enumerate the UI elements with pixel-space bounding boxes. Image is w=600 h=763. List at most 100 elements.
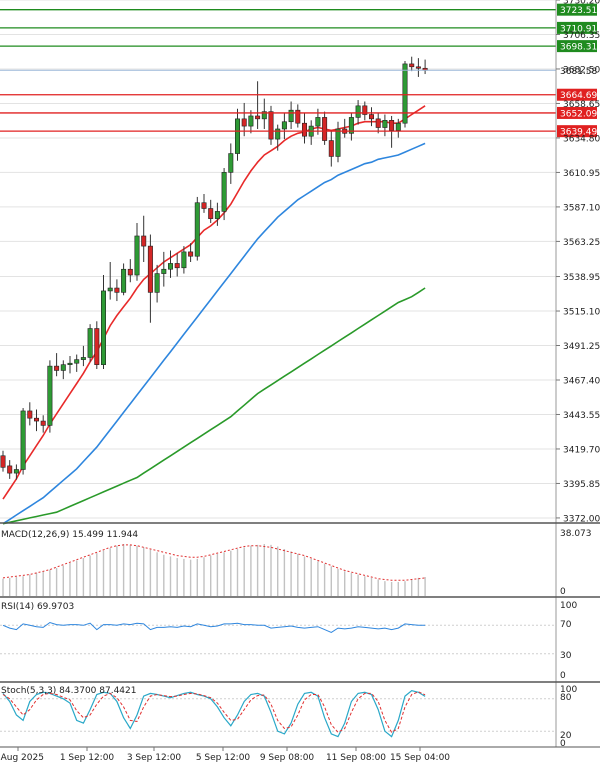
candle-body [107,287,113,292]
main-grid [0,0,556,519]
candle-body [134,235,140,276]
price-tick-label: 3682.50 [563,65,600,75]
candle-body [127,268,133,276]
resistance-tag [557,3,597,16]
candle-body [315,117,321,127]
price-tick-label: 3443.55 [563,411,600,421]
stoch-axis-80: 80 [560,693,572,703]
stoch-axis-0: 0 [560,739,566,749]
candle-body [375,118,381,128]
candle-body [54,365,60,371]
macd-axis-zero: 0 [560,587,566,597]
candle-body [409,63,415,68]
candles [0,56,428,480]
candle-body [94,328,100,365]
candle-body [101,290,107,365]
macd-axis-top: 38.073 [560,529,592,539]
candle-body [248,115,254,127]
resistance-tag [557,21,597,34]
price-tick-label: 3515.10 [563,308,600,318]
candle-body [33,417,39,422]
candle-body [60,364,66,371]
candle-body [322,117,328,141]
rsi-axis-100: 100 [560,601,577,611]
stoch-label: Stoch(5,3,3) 84.3700 87.4421 [1,686,136,696]
candle-body [194,202,200,257]
moving-average-line [2,105,426,500]
resistance-tag [557,40,597,53]
support-tag [557,88,597,101]
candle-body [389,120,395,131]
candle-body [147,245,153,293]
time-tick-label: 15 Sep 04:00 [390,753,450,763]
price-levels: 3723.51 3710.91 3698.31 3664.69 3652.09 3639.… [0,3,598,138]
candle-body [67,362,73,365]
price-tick-label: 3491.25 [563,342,600,352]
candle-body [181,251,187,269]
candle-body [7,465,13,474]
candle-body [268,111,274,140]
moving-average-line [2,142,426,525]
resistance-value: 3723.51 [560,6,597,16]
candle-body [20,410,26,470]
candle-body [355,105,361,118]
candle-body [47,365,53,426]
candle-body [368,114,374,120]
price-tick-label: 3610.95 [563,169,600,179]
rsi-line [2,621,426,633]
macd-signal-line [2,544,426,581]
candle-body [281,121,287,130]
candle-body [174,263,180,269]
price-tick-label: 3658.65 [563,100,600,110]
candle-body [275,128,281,140]
candle-body [201,202,207,209]
candle-body [74,359,80,364]
time-axis: 8 Aug 2025 1 Sep 12:00 3 Sep 12:00 5 Sep 12… [0,747,450,763]
candle-body [214,211,220,219]
candle-body [208,208,214,219]
stoch-axis-100: 100 [560,685,577,695]
support-value: 3639.49 [560,128,597,138]
rsi-axis-30: 30 [560,651,572,661]
candle-body [40,420,46,426]
candle-body [362,105,368,115]
candle-body [13,469,19,474]
candle-body [415,66,421,69]
stoch-d-line [2,691,426,733]
price-tick-label: 3706.35 [563,31,600,41]
rsi-label: RSI(14) 69.9703 [1,602,74,612]
stochastic-panel [0,690,556,738]
candle-body [141,235,147,247]
candle-body [261,111,267,120]
time-tick-label: 3 Sep 12:00 [127,753,182,763]
support-value: 3664.69 [560,91,597,101]
candle-body [87,328,93,358]
price-axis: 3372.00 3395.85 3419.70 3443.55 3467.40 3491.… [556,0,600,524]
price-tick-label: 3730.20 [563,0,600,7]
candle-body [114,287,120,293]
candle-body [27,410,33,419]
price-tick-label: 3587.10 [563,203,600,213]
price-tick-label: 3372.00 [563,514,600,524]
time-tick-label: 5 Sep 12:00 [196,753,251,763]
candle-body [168,263,174,270]
candle-body [235,118,241,154]
candle-body [255,115,261,120]
support-value: 3652.09 [560,109,597,119]
stoch-axis-20: 20 [560,731,572,741]
candle-body [221,172,227,212]
candle-body [328,140,334,157]
price-tick-label: 3634.80 [563,134,600,144]
candle-body [0,455,6,468]
candle-body [241,118,247,127]
price-tick-label: 3395.85 [563,480,600,490]
candle-body [188,251,194,257]
candle-body [335,128,341,157]
time-tick-label: 11 Sep 08:00 [326,753,386,763]
current-price-value: 3681.58 [560,67,597,77]
candle-body [402,63,408,124]
time-tick-label: 1 Sep 12:00 [60,753,115,763]
price-tick-label: 3563.25 [563,238,600,248]
